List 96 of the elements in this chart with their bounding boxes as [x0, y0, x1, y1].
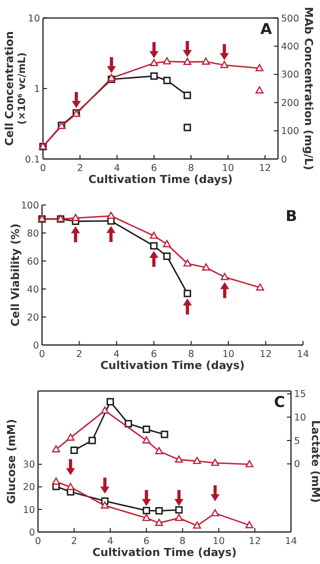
y-tick-label: 10	[28, 13, 40, 24]
y-tick-label: 20	[22, 482, 35, 494]
x-axis-title: Cultivation Time (days)	[88, 173, 233, 186]
y-tick-label: 30	[22, 460, 35, 471]
x-tick-label: 8	[188, 163, 194, 174]
point	[163, 252, 171, 260]
point	[52, 445, 60, 452]
x-tick-label: 6	[143, 536, 150, 547]
point	[162, 240, 171, 248]
x-axis-title: Cultivation Time (days)	[100, 359, 245, 372]
x-tick-label: 2	[76, 349, 82, 360]
point	[155, 507, 163, 514]
point	[142, 506, 150, 514]
point	[66, 482, 75, 490]
point	[183, 259, 192, 267]
point	[150, 242, 158, 250]
y2-tick-label: 100	[281, 126, 300, 138]
point	[220, 272, 229, 280]
y-tick-label: 80	[26, 228, 39, 240]
point	[211, 509, 220, 516]
point	[70, 446, 78, 454]
point	[184, 124, 192, 132]
point	[184, 92, 192, 100]
point	[174, 514, 183, 522]
point	[245, 460, 254, 468]
x-tick-label: 14	[296, 349, 310, 360]
point	[202, 263, 210, 271]
point	[155, 518, 164, 526]
x-tick-label: 12	[248, 536, 261, 547]
point	[124, 420, 132, 428]
y-tick-label: 100	[20, 200, 39, 212]
y-tick-label: 0	[28, 527, 35, 538]
point	[72, 214, 80, 222]
annotation: A	[260, 20, 272, 38]
y-axis-title: Cell Concentration (×10⁶ vc/mL)	[3, 31, 28, 146]
point	[193, 521, 202, 529]
y2-tick-label: 10	[294, 412, 306, 424]
x-tick-label: 10	[222, 349, 234, 360]
point	[150, 72, 158, 80]
point	[175, 506, 183, 514]
point	[155, 447, 164, 454]
x-tick-label: 2	[76, 163, 84, 174]
x-tick-label: 8	[180, 536, 186, 547]
y2-tick-label: 0	[281, 154, 288, 166]
annotation: C	[274, 393, 285, 411]
y-tick-label: 20	[26, 312, 39, 324]
point	[66, 433, 75, 441]
y2-tick-label: 300	[281, 70, 300, 81]
annotation: B	[286, 207, 297, 225]
y-tick-label: 60	[26, 256, 39, 268]
x-tick-label: 14	[284, 536, 298, 547]
point	[100, 501, 109, 509]
x-tick-label: 4	[114, 349, 120, 360]
y-tick-label: 0.1	[24, 154, 40, 166]
point	[256, 283, 264, 291]
x-tick-label: 6	[151, 163, 158, 174]
point	[106, 212, 115, 219]
point	[211, 458, 220, 466]
x-tick-label: 6	[150, 349, 157, 360]
point	[106, 398, 114, 406]
point	[160, 430, 168, 438]
x-tick-label: 4	[114, 163, 120, 174]
y2-tick-label: 15	[294, 389, 306, 400]
point	[88, 436, 96, 444]
y-tick-label: 10	[22, 504, 35, 516]
y-tick-label: 40	[26, 284, 39, 296]
point	[52, 477, 60, 485]
point	[142, 436, 150, 444]
point	[245, 521, 254, 528]
x-tick-label: 10	[212, 536, 225, 547]
x-tick-label: 2	[71, 536, 78, 547]
y2-tick-label: 500	[281, 13, 300, 24]
y2-tick-label: 0	[294, 459, 300, 470]
x-tick-label: 8	[188, 349, 194, 360]
x-tick-label: 10	[222, 163, 234, 174]
point	[142, 426, 150, 433]
y2-tick-label: 5	[294, 436, 300, 447]
x-tick-label: 12	[259, 163, 272, 174]
point	[174, 455, 183, 463]
x-axis-title: Cultivation Time (days)	[92, 546, 237, 559]
point	[142, 514, 150, 522]
point	[150, 232, 158, 239]
y2-axis-title: Lactate (mM)	[309, 420, 320, 503]
x-tick-label: 4	[107, 536, 114, 547]
x-tick-label: 12	[260, 349, 272, 360]
y-tick-label: 0	[32, 340, 39, 352]
y-axis-title: Cell Viability (%)	[9, 224, 22, 326]
point	[100, 406, 109, 414]
y-tick-label: 1	[34, 84, 40, 95]
point	[184, 290, 192, 298]
y2-axis-title: MAb Concentration (mg/L)	[302, 6, 315, 170]
y2-tick-label: 200	[281, 98, 300, 109]
y-axis-title: Glucose (mM)	[5, 418, 18, 504]
point	[193, 456, 202, 464]
y2-tick-label: 400	[281, 42, 300, 53]
point	[163, 76, 171, 84]
